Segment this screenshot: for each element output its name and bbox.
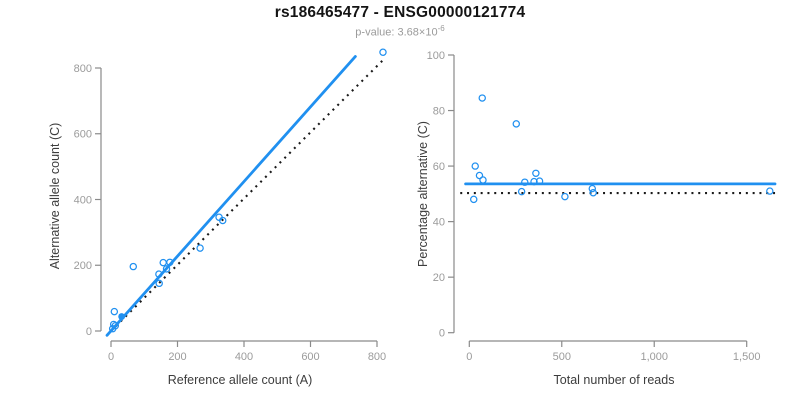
data-point — [766, 187, 774, 195]
data-point — [521, 178, 529, 186]
data-point — [589, 189, 597, 197]
allele_counts-panel: 0 200 400 600 800 0 200 400 600 800 Reference alle… — [48, 48, 387, 387]
data-point — [196, 244, 204, 252]
y-tick-label: 60 — [433, 161, 445, 173]
data-point — [532, 169, 540, 178]
data-point — [512, 120, 520, 128]
percentage-panel: 0 20 40 60 80 100 0 500 1,000 1,500 Total number o… — [416, 50, 778, 387]
x-tick-label: 0 — [466, 351, 472, 363]
data-point — [379, 48, 387, 56]
data-point — [470, 195, 478, 204]
x-axis-title: Reference allele count (A) — [168, 373, 313, 387]
y-axis-title: Alternative allele count (C) — [48, 123, 62, 270]
pvalue-subtitle: p-value: 3.68×10-6 — [0, 24, 800, 39]
pvalue-text: p-value: 3.68×10 — [355, 26, 438, 39]
x-tick-label: 1,500 — [733, 351, 761, 363]
pvalue-exponent: -6 — [437, 24, 445, 33]
x-tick-label: 600 — [301, 351, 319, 363]
data-point — [517, 187, 526, 196]
data-point — [129, 262, 138, 271]
data-point — [535, 177, 544, 185]
x-tick-label: 800 — [368, 351, 386, 363]
data-point — [479, 176, 487, 184]
data-point — [471, 162, 479, 170]
data-point — [155, 270, 163, 278]
x-axis-title: Total number of reads — [554, 373, 675, 387]
y-axis-title: Percentage alternative (C) — [416, 121, 430, 267]
y-tick-label: 20 — [433, 272, 445, 284]
data-point — [159, 258, 167, 267]
y-tick-label: 800 — [74, 63, 92, 75]
data-point — [475, 171, 484, 180]
data-point — [588, 184, 597, 193]
data-point — [111, 322, 120, 330]
data-point — [478, 94, 486, 102]
data-point — [561, 192, 569, 201]
x-tick-label: 400 — [235, 351, 253, 363]
page-title: rs186465477 - ENSG00000121774 — [274, 4, 526, 21]
y-tick-label: 200 — [74, 260, 92, 272]
data-point — [166, 258, 174, 267]
y-tick-label: 40 — [433, 216, 445, 228]
data-point — [218, 216, 227, 225]
x-tick-label: 500 — [553, 351, 571, 363]
regression-line — [105, 55, 357, 337]
y-tick-label: 0 — [86, 326, 92, 338]
data-point — [155, 279, 163, 288]
y-tick-label: 400 — [74, 194, 92, 206]
y-tick-label: 80 — [433, 105, 445, 117]
data-point — [110, 307, 119, 316]
y-tick-label: 100 — [427, 50, 445, 62]
y-tick-label: 0 — [439, 328, 445, 340]
y-tick-label: 600 — [74, 129, 92, 141]
x-tick-label: 200 — [168, 351, 186, 363]
data-point — [109, 320, 118, 329]
data-point — [162, 265, 171, 273]
data-point-filled — [118, 313, 126, 320]
x-tick-label: 1,000 — [640, 351, 668, 363]
identity-line — [110, 58, 386, 332]
x-tick-label: 0 — [108, 351, 114, 363]
